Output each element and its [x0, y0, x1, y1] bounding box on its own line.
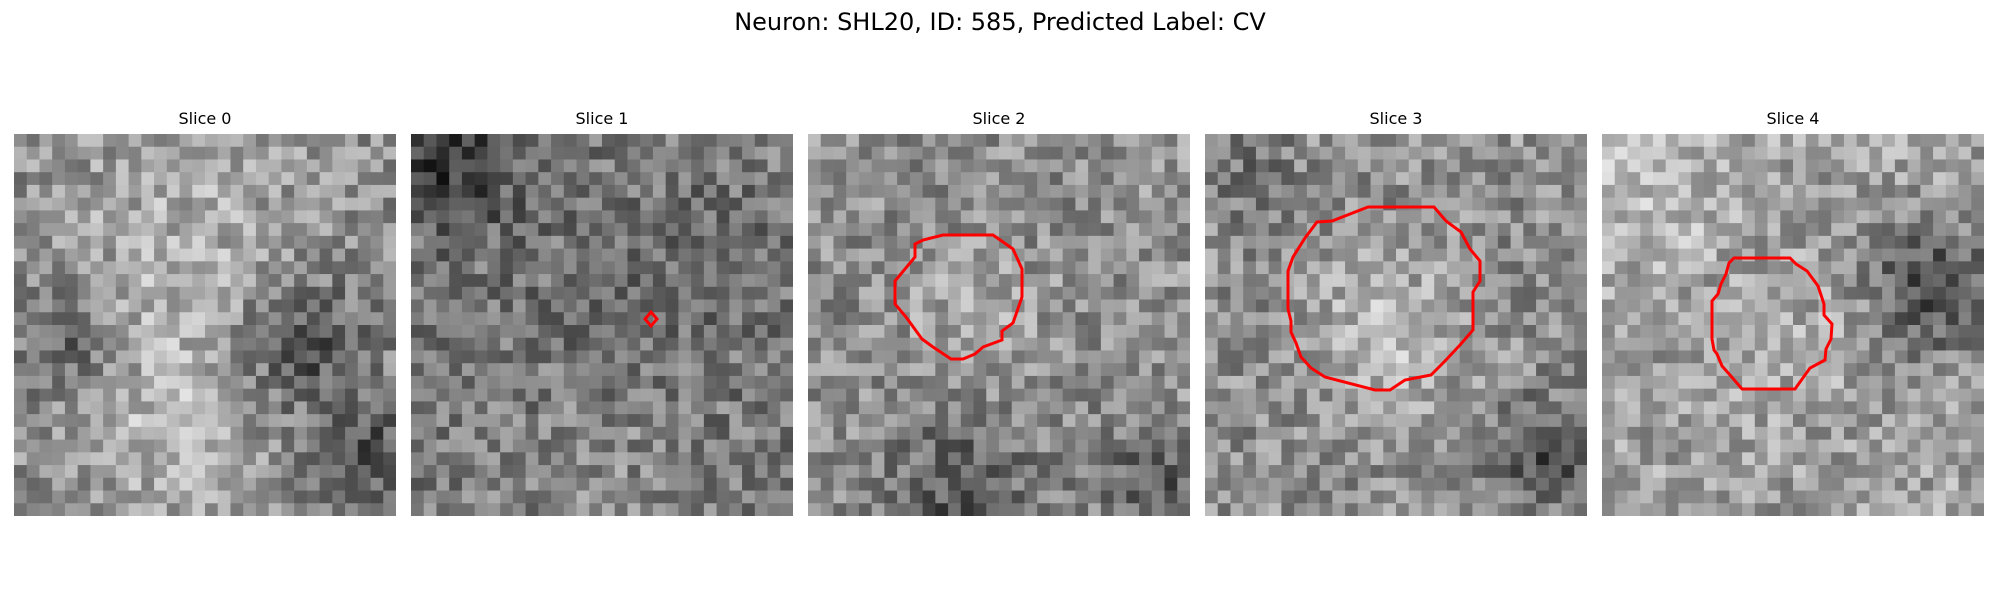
- slice-image-3: [1205, 134, 1587, 516]
- slice-title-0: Slice 0: [178, 109, 232, 128]
- slice-panel-2: Slice 2: [808, 108, 1190, 516]
- slice-title-2: Slice 2: [972, 109, 1026, 128]
- slice-image-1: [411, 134, 793, 516]
- roi-contour: [1710, 256, 1834, 391]
- slice-panel-3: Slice 3: [1205, 108, 1587, 516]
- slice-panel-1: Slice 1: [411, 108, 793, 516]
- roi-contour: [643, 309, 659, 329]
- slice-image-0: [14, 134, 396, 516]
- figure-title: Neuron: SHL20, ID: 585, Predicted Label:…: [734, 8, 1266, 36]
- slice-title-1: Slice 1: [575, 109, 629, 128]
- slice-title-3: Slice 3: [1369, 109, 1423, 128]
- slice-panel-4: Slice 4: [1602, 108, 1984, 516]
- roi-contour: [1286, 205, 1482, 392]
- roi-contour: [893, 233, 1024, 361]
- slice-title-4: Slice 4: [1766, 109, 1820, 128]
- slice-image-4: [1602, 134, 1984, 516]
- slice-panel-0: Slice 0: [14, 108, 396, 516]
- slice-image-2: [808, 134, 1190, 516]
